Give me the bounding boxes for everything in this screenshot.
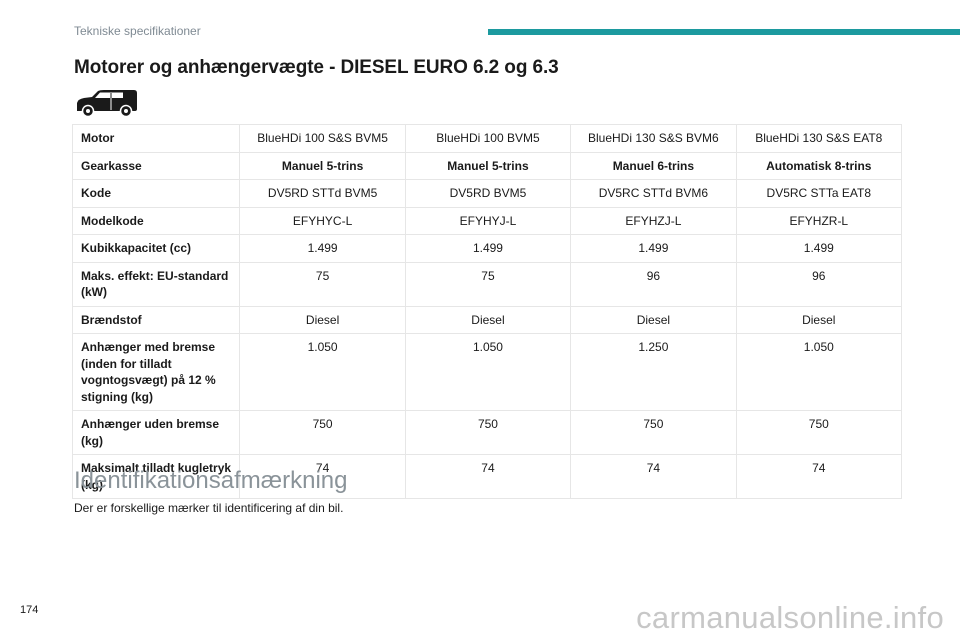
table-cell: DV5RC STTa EAT8 xyxy=(735,179,903,208)
van-icon xyxy=(77,90,137,118)
table-row: Kode DV5RD STTd BVM5 DV5RD BVM5 DV5RC STTd … xyxy=(71,179,903,208)
table-row: Anhænger uden bremse (kg) 750 750 750 750 xyxy=(71,410,903,455)
table-row: Modelkode EFYHYC-L EFYHYJ-L EFYHZJ-L EFYHZR-… xyxy=(71,206,903,235)
table-cell: Diesel xyxy=(404,305,572,334)
row-label: Motor xyxy=(71,124,241,153)
table-cell: 74 xyxy=(404,454,572,499)
row-label: Anhænger med bremse (inden for tilladt v… xyxy=(71,333,241,411)
row-label: Maks. effekt: EU-standard (kW) xyxy=(71,261,241,307)
table-cell: DV5RD STTd BVM5 xyxy=(239,179,406,208)
table-cell: EFYHYC-L xyxy=(239,206,406,235)
table-cell: EFYHZJ-L xyxy=(570,206,737,235)
table-cell: Manuel 5-trins xyxy=(239,151,406,180)
table-cell: BlueHDi 130 S&S BVM6 xyxy=(570,124,737,153)
row-label: Kubikkapacitet (cc) xyxy=(71,234,241,263)
table-cell: 1.250 xyxy=(570,333,737,411)
table-cell: 1.050 xyxy=(239,333,406,411)
table-cell: 1.050 xyxy=(735,333,903,411)
table-cell: EFYHZR-L xyxy=(735,206,903,235)
row-label: Modelkode xyxy=(71,206,241,235)
table-cell: 750 xyxy=(735,410,903,455)
table-cell: DV5RD BVM5 xyxy=(404,179,572,208)
page-title: Motorer og anhængervægte - DIESEL EURO 6… xyxy=(74,57,559,78)
table-cell: 750 xyxy=(404,410,572,455)
table-cell: 1.499 xyxy=(570,234,737,263)
watermark: carmanualsonline.info xyxy=(636,600,944,635)
engine-spec-table: Motor BlueHDi 100 S&S BVM5 BlueHDi 100 BVM… xyxy=(71,124,903,499)
table-cell: EFYHYJ-L xyxy=(404,206,572,235)
section-body: Der er forskellige mærker til identifice… xyxy=(74,501,344,515)
table-cell: Manuel 6-trins xyxy=(570,151,737,180)
table-row: Brændstof Diesel Diesel Diesel Diesel xyxy=(71,305,903,334)
table-cell: Diesel xyxy=(570,305,737,334)
table-cell: BlueHDi 100 S&S BVM5 xyxy=(239,124,406,153)
table-cell: 1.050 xyxy=(404,333,572,411)
table-cell: 750 xyxy=(570,410,737,455)
header-accent-bar xyxy=(488,29,960,35)
table-cell: BlueHDi 130 S&S EAT8 xyxy=(735,124,903,153)
table-cell: 74 xyxy=(239,454,406,499)
table-cell: 75 xyxy=(239,261,406,307)
table-row: Motor BlueHDi 100 S&S BVM5 BlueHDi 100 BVM… xyxy=(71,124,903,153)
table-row: Kubikkapacitet (cc) 1.499 1.499 1.499 1.499 xyxy=(71,234,903,263)
table-cell: 96 xyxy=(570,261,737,307)
table-cell: Diesel xyxy=(239,305,406,334)
row-label: Kode xyxy=(71,179,241,208)
row-label: Brændstof xyxy=(71,305,241,334)
table-row: Gearkasse Manuel 5-trins Manuel 5-trins Man… xyxy=(71,151,903,180)
table-cell: DV5RC STTd BVM6 xyxy=(570,179,737,208)
table-cell: 74 xyxy=(735,454,903,499)
table-cell: BlueHDi 100 BVM5 xyxy=(404,124,572,153)
table-cell: 1.499 xyxy=(239,234,406,263)
table-cell: Manuel 5-trins xyxy=(404,151,572,180)
table-cell: 1.499 xyxy=(404,234,572,263)
row-label: Maksimalt tilladt kugletryk (kg) xyxy=(71,454,241,499)
running-head: Tekniske specifikationer xyxy=(74,24,201,38)
table-cell: Diesel xyxy=(735,305,903,334)
table-cell: 96 xyxy=(735,261,903,307)
page-number: 174 xyxy=(20,604,39,616)
table-cell: 1.499 xyxy=(735,234,903,263)
table-row: Maks. effekt: EU-standard (kW) 75 75 96 96 xyxy=(71,261,903,307)
table-cell: Automatisk 8-trins xyxy=(735,151,903,180)
row-label: Anhænger uden bremse (kg) xyxy=(71,410,241,455)
table-row: Maksimalt tilladt kugletryk (kg) 74 74 74 74 xyxy=(71,454,903,499)
table-row: Anhænger med bremse (inden for tilladt v… xyxy=(71,333,903,411)
table-cell: 750 xyxy=(239,410,406,455)
table-cell: 74 xyxy=(570,454,737,499)
row-label: Gearkasse xyxy=(71,151,241,180)
table-cell: 75 xyxy=(404,261,572,307)
section-title: Identifikationsafmærkning xyxy=(74,467,348,494)
